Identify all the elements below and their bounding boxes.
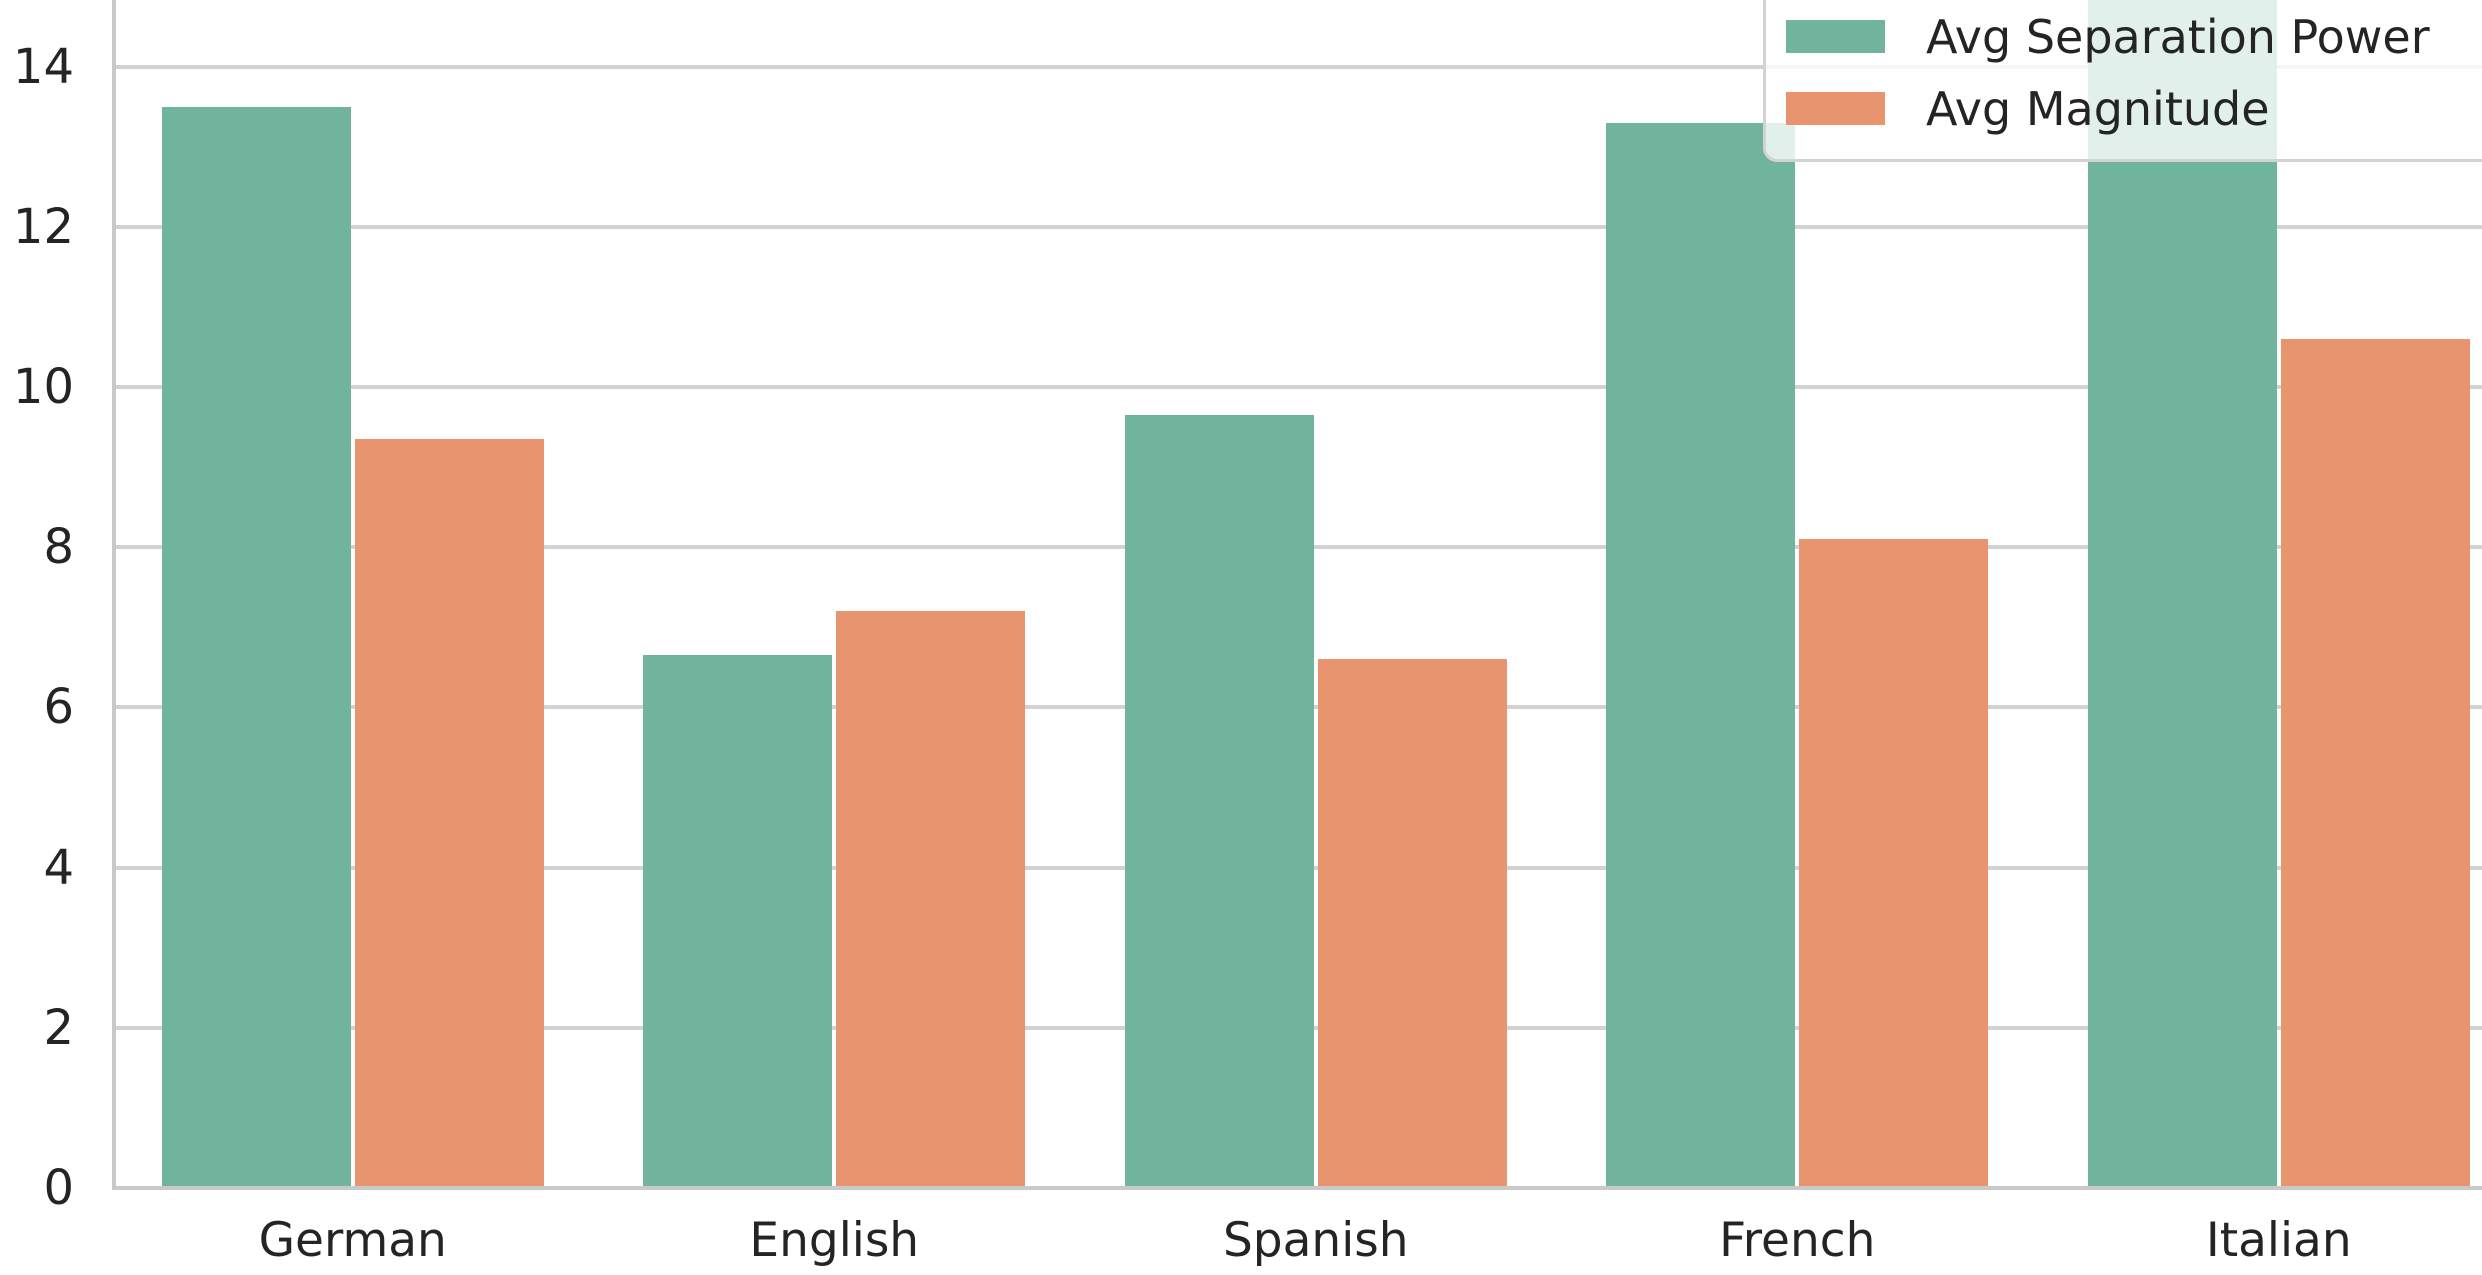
y-tick-label-12: 12 (12, 198, 74, 255)
y-axis-spine (112, 0, 116, 1190)
legend-swatch-avg-magnitude (1786, 92, 1885, 125)
y-tick-label-8: 8 (43, 519, 74, 576)
legend-item-avg-magnitude: Avg Magnitude (1786, 82, 2270, 136)
y-tick-label-10: 10 (12, 359, 74, 415)
bar-german-avg-magnitude (354, 439, 544, 1190)
legend-label-avg-separation-power: Avg Separation Power (1926, 9, 2430, 64)
bar-german-avg-separation-power (161, 106, 351, 1190)
legend: Avg Separation Power Avg Magnitude (1763, 0, 2482, 162)
y-tick-label-6: 6 (43, 679, 74, 736)
bar-italian-avg-separation-power (2087, 0, 2277, 1190)
x-tick-label-italian: Italian (2205, 1213, 2352, 1268)
gridline-y-10 (112, 385, 2482, 389)
gridline-y-14 (112, 64, 2482, 69)
bar-french-avg-separation-power (1606, 122, 1796, 1190)
x-tick-label-french: French (1719, 1213, 1876, 1268)
bar-french-avg-magnitude (1799, 539, 1989, 1190)
y-tick-label-0: 0 (43, 1160, 74, 1216)
bar-spanish-avg-magnitude (1317, 659, 1507, 1190)
y-tick-label-4: 4 (43, 839, 74, 896)
bar-english-avg-separation-power (643, 655, 833, 1190)
x-tick-label-spanish: Spanish (1222, 1213, 1409, 1268)
bar-spanish-avg-separation-power (1124, 415, 1314, 1190)
y-tick-label-14: 14 (12, 38, 74, 95)
legend-label-avg-magnitude: Avg Magnitude (1926, 81, 2270, 136)
x-tick-label-german: German (258, 1213, 447, 1268)
x-tick-label-english: English (749, 1213, 920, 1268)
x-axis-spine (112, 1186, 2482, 1190)
legend-swatch-avg-separation-power (1786, 20, 1885, 53)
legend-item-avg-separation-power: Avg Separation Power (1786, 10, 2430, 64)
y-tick-label-2: 2 (43, 999, 74, 1056)
bar-english-avg-magnitude (836, 611, 1026, 1190)
gridline-y-12 (112, 224, 2482, 229)
bar-italian-avg-magnitude (2280, 338, 2470, 1190)
